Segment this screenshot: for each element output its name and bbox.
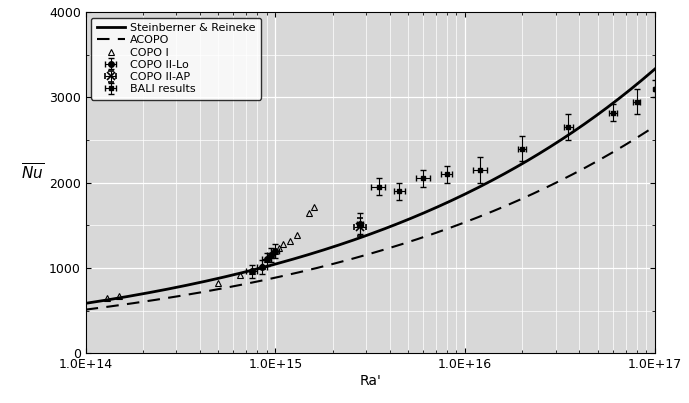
- ACOPO: [597, 156, 606, 161]
- Steinberner & Reineke: [420, 210, 429, 215]
- COPO I: [258, 264, 266, 269]
- ACOPO: [430, 231, 438, 236]
- COPO I: [310, 204, 318, 209]
- ACOPO: [562, 176, 570, 181]
- COPO I: [356, 221, 364, 226]
- COPO I: [263, 257, 271, 262]
- ACOPO: [81, 307, 90, 312]
- COPO I: [267, 253, 276, 258]
- COPO I: [293, 232, 301, 237]
- Steinberner & Reineke: [83, 301, 92, 305]
- COPO I: [305, 211, 313, 216]
- X-axis label: Ra': Ra': [360, 374, 381, 388]
- Steinberner & Reineke: [430, 206, 438, 211]
- COPO I: [214, 281, 223, 286]
- Steinberner & Reineke: [651, 66, 659, 71]
- COPO I: [276, 245, 284, 250]
- Y-axis label: $\overline{Nu}$: $\overline{Nu}$: [21, 162, 44, 183]
- Legend: Steinberner & Reineke, ACOPO, COPO I, COPO II-Lo, COPO II-AP, BALI results: Steinberner & Reineke, ACOPO, COPO I, CO…: [91, 17, 261, 100]
- COPO I: [271, 249, 280, 253]
- Steinberner & Reineke: [418, 211, 426, 216]
- COPO I: [103, 295, 112, 300]
- COPO I: [287, 238, 295, 243]
- COPO I: [279, 242, 287, 247]
- Line: ACOPO: ACOPO: [85, 126, 655, 310]
- ACOPO: [420, 234, 429, 239]
- ACOPO: [651, 124, 659, 129]
- COPO I: [236, 272, 244, 277]
- COPO I: [247, 269, 256, 274]
- ACOPO: [418, 235, 426, 240]
- Line: COPO I: COPO I: [104, 203, 364, 301]
- Steinberner & Reineke: [597, 109, 606, 114]
- ACOPO: [83, 307, 92, 312]
- Line: Steinberner & Reineke: Steinberner & Reineke: [85, 69, 655, 303]
- Steinberner & Reineke: [562, 135, 570, 139]
- COPO I: [115, 294, 123, 299]
- Steinberner & Reineke: [81, 301, 90, 306]
